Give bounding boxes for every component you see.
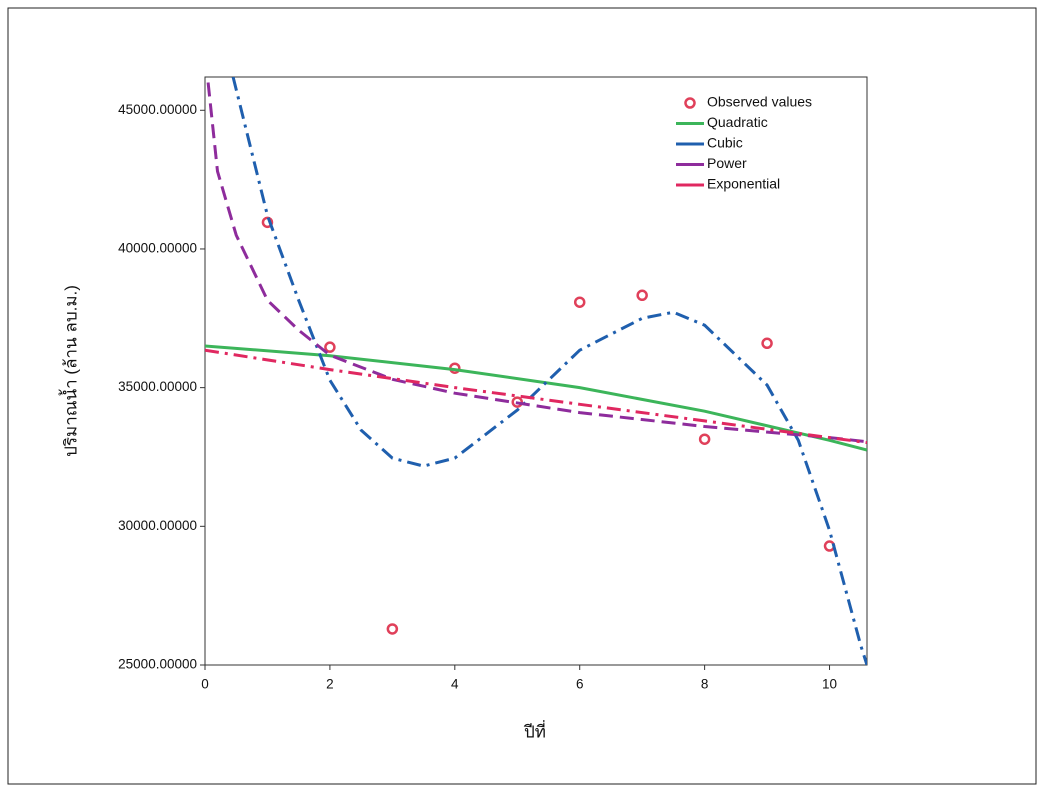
plot-content [205,77,867,665]
plot-area [204,76,868,666]
legend-label: Observed values [707,94,812,110]
fit-line [205,348,867,445]
x-tick-label: 10 [822,677,837,692]
observed-point [761,337,773,350]
observed-point [324,341,336,353]
x-tick-label: 6 [576,677,584,692]
observed-point [636,289,648,302]
legend-label: Exponential [707,176,780,192]
x-tick-label: 0 [201,677,209,692]
legend-label: Cubic [707,135,743,151]
y-tick-label: 30000.00000 [118,518,197,533]
legend-marker [684,97,696,109]
x-axis-label: ปีที่ [523,719,546,741]
fit-line [205,344,867,452]
x-tick-label: 8 [701,677,709,692]
legend-label: Quadratic [707,114,768,130]
y-tick-label: 25000.00000 [118,657,197,672]
y-tick-label: 40000.00000 [118,241,197,256]
observed-point [698,433,711,445]
y-tick-label: 35000.00000 [118,379,197,394]
x-tick-label: 2 [326,677,334,692]
observed-point [573,296,586,308]
observed-point [261,216,274,229]
legend-label: Power [707,155,747,171]
observed-point [511,396,524,408]
y-tick-label: 45000.00000 [118,102,197,117]
fit-line [206,82,867,444]
y-axis-label: ปริมาณน้ำ (ล้าน ลบ.ม.) [58,285,80,457]
x-tick-label: 4 [451,677,459,692]
observed-point [386,623,399,635]
